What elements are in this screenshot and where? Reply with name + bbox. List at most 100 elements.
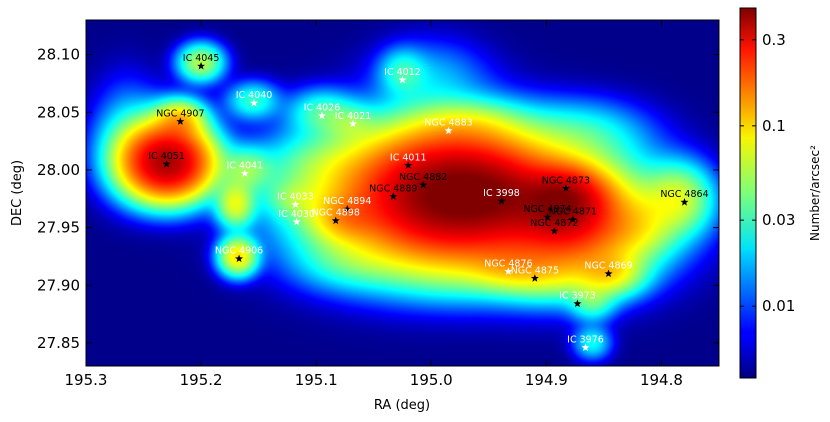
galaxy-label: IC 4041: [227, 160, 264, 171]
galaxy-label: NGC 4882: [399, 172, 447, 183]
galaxy-ic-4040: IC 4040: [236, 90, 273, 107]
x-tick-label: 195.2: [180, 371, 223, 389]
galaxy-ngc-4889: NGC 4889: [369, 183, 417, 200]
star-marker: [349, 119, 358, 128]
colorbar-frame: [739, 7, 757, 379]
galaxy-ic-4026: IC 4026: [304, 103, 341, 120]
star-marker: [250, 98, 259, 107]
y-tick-label: 27.95: [37, 219, 80, 237]
star-marker: [162, 159, 171, 168]
star-marker: [581, 343, 590, 351]
galaxy-label: NGC 4874: [523, 204, 571, 215]
galaxy-ic-4033: IC 4033: [277, 192, 314, 208]
galaxy-ngc-4875: NGC 4875: [511, 265, 559, 282]
star-marker: [573, 299, 582, 308]
galaxy-label: IC 4040: [236, 90, 273, 101]
galaxy-ic-4011: IC 4011: [390, 152, 427, 169]
colorbar-label: Number/arcsec²: [808, 145, 822, 241]
galaxy-label: NGC 4873: [542, 175, 590, 186]
galaxy-label: IC 3976: [567, 335, 604, 346]
star-marker: [317, 111, 326, 120]
galaxy-ngc-4906: NGC 4906: [215, 246, 263, 263]
plot-frame: [85, 19, 720, 367]
galaxy-label: IC 4051: [148, 151, 185, 162]
star-marker: [530, 274, 539, 282]
galaxy-ic-3998: IC 3998: [483, 188, 520, 205]
galaxy-ic-4012: IC 4012: [384, 67, 421, 84]
colorbar-tick-label: 0.3: [762, 31, 786, 49]
y-tick-label: 28.10: [37, 46, 80, 64]
galaxy-label: NGC 4871: [549, 207, 597, 218]
star-marker: [680, 198, 689, 206]
x-tick-label: 195.0: [410, 371, 453, 389]
galaxy-label: IC 3998: [483, 188, 520, 199]
star-marker: [176, 117, 185, 125]
star-marker: [419, 180, 428, 189]
y-axis: 28.10 28.05 28.00 27.95 27.90 27.85: [37, 46, 719, 352]
galaxy-ngc-4864: NGC 4864: [660, 189, 709, 206]
x-tick-label: 194.8: [640, 371, 683, 389]
galaxy-ic-4041: IC 4041: [227, 160, 264, 177]
galaxy-label: IC 4012: [384, 67, 421, 78]
galaxy-label: NGC 4907: [156, 108, 204, 119]
galaxy-ngc-4872: NGC 4872: [530, 218, 579, 235]
colorbar: 0.3 0.1 0.03 0.01 Number/arcsec²: [739, 7, 822, 379]
star-marker: [404, 161, 413, 169]
galaxy-ngc-4874: NGC 4874: [523, 204, 572, 221]
galaxy-label: NGC 4889: [369, 183, 417, 194]
galaxy-ngc-4907: NGC 4907: [156, 108, 205, 125]
galaxy-ic-4021: IC 4021: [335, 111, 372, 128]
colorbar-tick-label: 0.1: [762, 117, 786, 135]
colorbar-ticks: 0.3 0.1 0.03 0.01: [740, 31, 795, 315]
galaxy-label: IC 4030: [278, 209, 315, 220]
star-marker: [504, 267, 513, 275]
galaxy-label: NGC 4894: [323, 196, 371, 207]
galaxy-ngc-4876: NGC 4876: [484, 258, 533, 275]
star-marker: [292, 217, 301, 226]
star-marker: [389, 192, 398, 200]
star-marker: [197, 61, 206, 70]
star-marker: [444, 126, 453, 135]
colorbar-gradient: [740, 8, 756, 378]
y-axis-label: DEC (deg): [10, 160, 25, 226]
galaxy-annotations: IC 4045 NGC 4907 IC 4051 IC 4040 IC 4041 IC 4…: [148, 53, 709, 351]
star-marker: [343, 204, 352, 213]
x-tick-label: 194.9: [525, 371, 568, 389]
galaxy-label: IC 4026: [304, 103, 341, 114]
star-marker: [398, 75, 407, 84]
star-marker: [291, 200, 300, 208]
galaxy-ngc-4894: NGC 4894: [323, 196, 371, 213]
galaxy-ic-3976: IC 3976: [567, 335, 604, 351]
galaxy-label: IC 4021: [335, 111, 372, 122]
x-axis-label: RA (deg): [374, 398, 430, 413]
galaxy-ngc-4871: NGC 4871: [549, 207, 597, 223]
galaxy-label: IC 4045: [183, 53, 220, 64]
y-tick-label: 28.05: [37, 103, 80, 121]
galaxy-ngc-4882: NGC 4882: [399, 172, 447, 189]
star-marker: [240, 169, 249, 177]
galaxy-label: NGC 4883: [424, 118, 472, 129]
galaxy-label: IC 3973: [559, 291, 596, 302]
x-tick-label: 195.3: [65, 371, 108, 389]
galaxy-label: NGC 4876: [484, 258, 532, 269]
galaxy-ngc-4869: NGC 4869: [584, 261, 633, 278]
star-marker: [497, 196, 506, 205]
galaxy-label: NGC 4898: [312, 208, 360, 219]
galaxy-label: IC 4033: [277, 192, 314, 203]
star-marker: [604, 269, 613, 278]
star-marker: [550, 226, 559, 235]
x-tick-label: 195.1: [295, 371, 338, 389]
y-tick-label: 28.00: [37, 161, 80, 179]
galaxy-ic-3973: IC 3973: [559, 291, 596, 308]
star-marker: [235, 254, 244, 263]
galaxy-ic-4051: IC 4051: [148, 151, 185, 168]
galaxy-ngc-4883: NGC 4883: [424, 118, 473, 135]
star-marker: [543, 213, 552, 221]
galaxy-ic-4045: IC 4045: [183, 53, 220, 70]
galaxy-ic-4030: IC 4030: [278, 209, 315, 226]
y-tick-label: 27.85: [37, 334, 80, 352]
star-marker: [568, 215, 577, 223]
colorbar-tick-label: 0.01: [762, 297, 795, 315]
star-marker: [331, 216, 340, 225]
